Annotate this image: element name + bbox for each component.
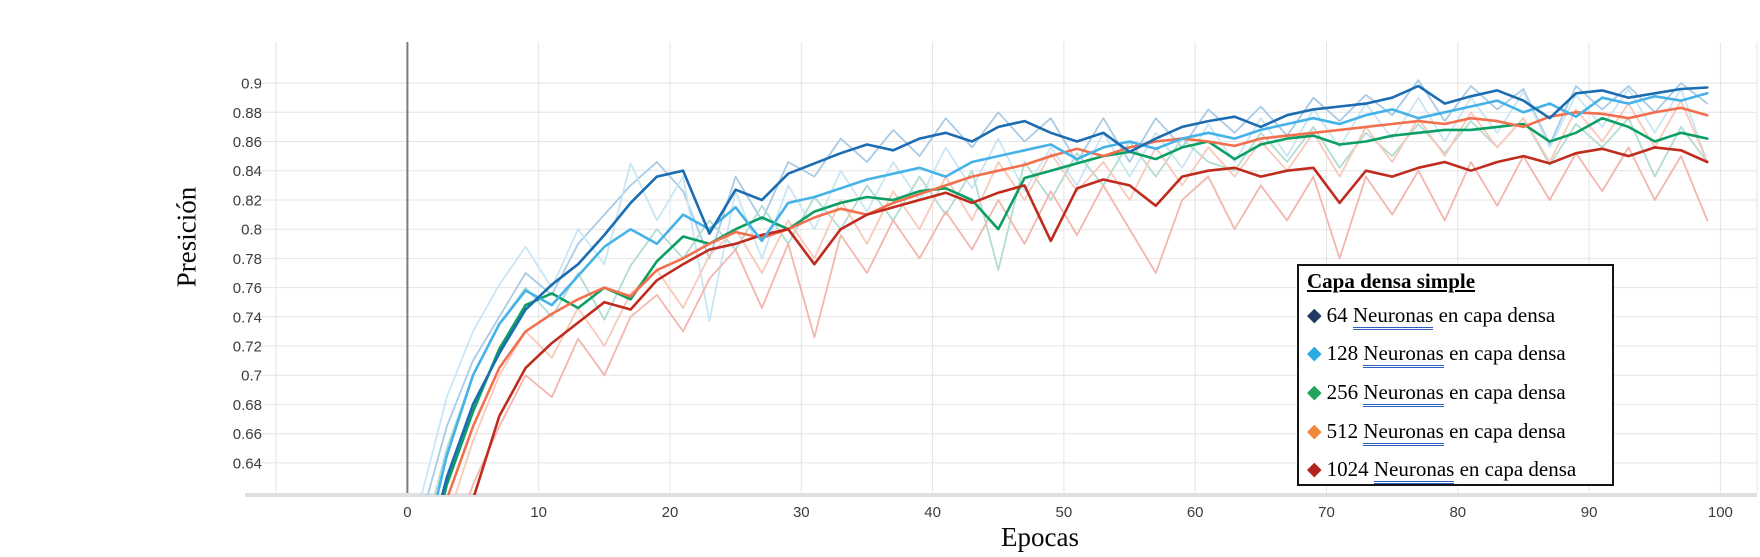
legend-item-128: ◆ 128 Neuronas en capa densa bbox=[1307, 335, 1604, 374]
legend-item-256: ◆ 256 Neuronas en capa densa bbox=[1307, 373, 1604, 412]
x-tick-label: 60 bbox=[1187, 504, 1204, 521]
legend-item-label: 64 Neuronas en capa densa bbox=[1327, 302, 1555, 330]
diamond-icon: ◆ bbox=[1307, 381, 1322, 403]
legend-word-underlined: Neuronas bbox=[1363, 341, 1444, 369]
y-tick-label: 0.78 bbox=[233, 251, 262, 268]
legend-item-1024: ◆ 1024 Neuronas en capa densa bbox=[1307, 450, 1604, 489]
x-tick-label: 100 bbox=[1708, 504, 1733, 521]
legend-word-underlined: Neuronas bbox=[1363, 418, 1444, 446]
legend-word-underlined: Neuronas bbox=[1373, 457, 1455, 485]
legend-item-512: ◆ 512 Neuronas en capa densa bbox=[1307, 412, 1604, 451]
y-tick-label: 0.9 bbox=[241, 76, 262, 93]
x-axis-baseline bbox=[245, 493, 1757, 497]
x-tick-label: 0 bbox=[403, 504, 411, 521]
legend-item-label: 512 Neuronas en capa densa bbox=[1327, 418, 1566, 446]
diamond-icon: ◆ bbox=[1307, 420, 1322, 442]
y-tick-label: 0.74 bbox=[233, 309, 262, 326]
x-tick-label: 30 bbox=[793, 504, 810, 521]
diamond-icon: ◆ bbox=[1307, 459, 1322, 481]
y-tick-label: 0.8 bbox=[241, 222, 262, 239]
legend-word-underlined: Neuronas bbox=[1352, 302, 1434, 330]
x-axis-title: Epocas bbox=[1001, 522, 1079, 552]
y-tick-label: 0.86 bbox=[233, 134, 262, 151]
series-layer bbox=[420, 79, 1709, 495]
legend-item-64: ◆ 64 Neuronas en capa densa bbox=[1307, 296, 1604, 335]
x-tick-label: 80 bbox=[1449, 504, 1466, 521]
x-tick-label: 90 bbox=[1581, 504, 1598, 521]
series-line-512-raw bbox=[454, 99, 1709, 495]
series-line-64 bbox=[440, 84, 1709, 495]
legend-box: Capa densa simple ◆ 64 Neuronas en capa d… bbox=[1297, 264, 1614, 486]
y-tick-label: 0.68 bbox=[233, 397, 262, 414]
series-line-128 bbox=[435, 92, 1709, 495]
legend-item-label: 1024 Neuronas en capa densa bbox=[1327, 457, 1576, 485]
legend-item-label: 256 Neuronas en capa densa bbox=[1327, 379, 1566, 407]
series-line-64-raw bbox=[426, 79, 1709, 495]
legend-items: ◆ 64 Neuronas en capa densa ◆ 128 Neuronas … bbox=[1307, 296, 1604, 489]
y-tick-label: 0.64 bbox=[233, 455, 262, 472]
diamond-icon: ◆ bbox=[1307, 343, 1322, 365]
legend-item-label: 128 Neuronas en capa densa bbox=[1327, 341, 1566, 369]
y-tick-label: 0.72 bbox=[233, 339, 262, 356]
x-tick-label: 70 bbox=[1318, 504, 1335, 521]
y-tick-label: 0.7 bbox=[241, 368, 262, 385]
y-tick-label: 0.66 bbox=[233, 426, 262, 443]
x-tick-label: 50 bbox=[1056, 504, 1073, 521]
x-tick-label: 40 bbox=[924, 504, 941, 521]
diamond-icon: ◆ bbox=[1307, 304, 1322, 326]
y-axis-title: Presición bbox=[171, 186, 202, 288]
y-tick-label: 0.84 bbox=[233, 163, 262, 180]
y-tick-label: 0.82 bbox=[233, 193, 262, 210]
x-tick-label: 20 bbox=[662, 504, 679, 521]
y-tick-label: 0.88 bbox=[233, 105, 262, 122]
legend-word-underlined: Neuronas bbox=[1363, 379, 1444, 407]
series-line-1024 bbox=[473, 146, 1709, 495]
y-tick-label: 0.76 bbox=[233, 280, 262, 297]
legend-title: Capa densa simple bbox=[1307, 269, 1476, 293]
x-tick-label: 10 bbox=[530, 504, 547, 521]
